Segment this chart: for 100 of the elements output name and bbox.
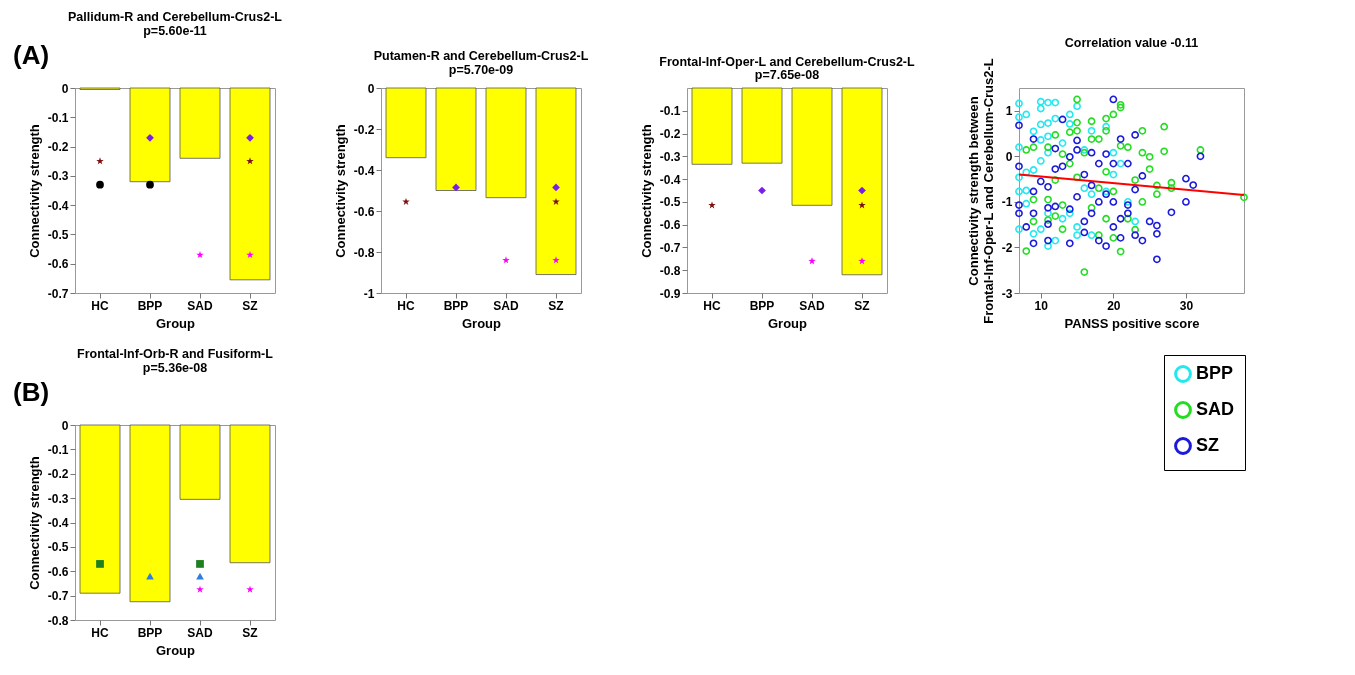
point bbox=[1029, 143, 1038, 152]
point bbox=[1044, 216, 1052, 224]
point bbox=[1051, 131, 1060, 139]
point bbox=[1058, 139, 1067, 147]
point bbox=[1102, 167, 1110, 176]
point bbox=[1065, 159, 1074, 168]
point bbox=[1145, 152, 1154, 161]
point bbox=[1073, 223, 1081, 231]
point bbox=[1051, 236, 1060, 245]
x-axis-title: Group bbox=[156, 315, 196, 331]
x-tick-label: SZ bbox=[548, 298, 564, 313]
point bbox=[1044, 148, 1052, 157]
point bbox=[1044, 242, 1052, 250]
y-tick-label: 1 bbox=[1005, 104, 1013, 119]
x-axis-title: Group bbox=[768, 315, 808, 331]
x-tick-label: BPP bbox=[137, 298, 163, 313]
legend-label: SAD bbox=[1196, 399, 1235, 419]
x-tick-label: SZ bbox=[854, 298, 870, 313]
point bbox=[1073, 231, 1081, 240]
y-tick-label: 0 bbox=[367, 81, 375, 96]
y-tick-label: -0.7 bbox=[47, 286, 69, 301]
y-tick-label: -1 bbox=[1001, 195, 1013, 210]
point bbox=[1015, 225, 1023, 234]
point bbox=[1109, 110, 1118, 119]
y-tick-label: -0.7 bbox=[47, 589, 69, 604]
point bbox=[1087, 117, 1096, 126]
chart-subtitle: p=5.36e-08 bbox=[142, 360, 208, 375]
point bbox=[1073, 126, 1081, 135]
y-tick-label: -0.5 bbox=[47, 540, 69, 555]
x-tick-label: 20 bbox=[1107, 298, 1121, 313]
point bbox=[1109, 148, 1118, 157]
point bbox=[1036, 157, 1045, 165]
point bbox=[1029, 217, 1038, 226]
y-tick-label: -0.6 bbox=[659, 218, 681, 233]
point bbox=[1029, 229, 1038, 238]
x-tick-label: SAD bbox=[799, 298, 825, 313]
point bbox=[1116, 103, 1125, 112]
point bbox=[1116, 100, 1125, 109]
point bbox=[1196, 146, 1205, 154]
point bbox=[1065, 110, 1074, 119]
y-tick-label: -0.2 bbox=[47, 467, 69, 482]
point bbox=[1073, 102, 1081, 111]
point bbox=[1015, 113, 1023, 122]
x-tick-label: BPP bbox=[137, 625, 163, 640]
point bbox=[1044, 132, 1052, 141]
point bbox=[1036, 225, 1045, 234]
point bbox=[1131, 176, 1140, 184]
point bbox=[1167, 184, 1176, 193]
point bbox=[1058, 201, 1067, 209]
point bbox=[1138, 148, 1147, 157]
y-tick-label: -0.8 bbox=[659, 263, 681, 278]
point bbox=[1138, 126, 1147, 135]
y-tick-label: -0.9 bbox=[659, 286, 681, 301]
point bbox=[1116, 159, 1125, 168]
legend-label: SZ bbox=[1196, 435, 1220, 455]
chart-subtitle: p=7.65e-08 bbox=[754, 68, 820, 83]
x-tick-label: SZ bbox=[242, 625, 258, 640]
point bbox=[1015, 143, 1023, 152]
point bbox=[1087, 126, 1096, 135]
chart-subtitle: p=5.70e-09 bbox=[448, 62, 514, 77]
point bbox=[1036, 120, 1045, 129]
y-tick-label: -0.3 bbox=[659, 149, 681, 164]
x-tick-label: HC bbox=[703, 298, 721, 313]
point bbox=[1109, 187, 1118, 196]
point bbox=[1145, 165, 1154, 173]
point bbox=[1102, 122, 1110, 131]
point bbox=[1022, 186, 1031, 195]
point bbox=[1087, 203, 1096, 212]
point bbox=[1036, 136, 1045, 144]
y-tick-label: -0.1 bbox=[47, 110, 69, 125]
y-tick-label: -0.2 bbox=[47, 140, 69, 155]
point bbox=[1073, 173, 1081, 182]
x-tick-label: HC bbox=[91, 298, 109, 313]
point bbox=[1029, 166, 1038, 174]
point bbox=[1116, 247, 1125, 256]
point bbox=[1044, 209, 1052, 218]
point bbox=[1036, 104, 1045, 113]
point bbox=[1022, 168, 1031, 177]
point bbox=[1094, 184, 1103, 193]
y-tick-label: -0.2 bbox=[353, 122, 375, 137]
x-tick-label: HC bbox=[91, 625, 109, 640]
point bbox=[1087, 231, 1096, 240]
chart-subtitle: p=5.60e-11 bbox=[143, 23, 207, 38]
y-tick-label: 0 bbox=[61, 418, 69, 433]
point bbox=[1022, 247, 1031, 255]
chart-title: Putamen-R and Cerebellum-Crus2-L bbox=[373, 49, 589, 63]
point bbox=[1065, 209, 1074, 218]
point bbox=[1123, 214, 1132, 223]
y-tick-label: -0.6 bbox=[47, 564, 69, 579]
point bbox=[1015, 173, 1023, 182]
point bbox=[1029, 127, 1038, 136]
y-axis-title: Connectivity strength bbox=[26, 124, 42, 258]
point bbox=[1167, 178, 1176, 187]
y-tick-label: -0.1 bbox=[47, 442, 69, 457]
y-tick-label: -0.4 bbox=[353, 163, 375, 178]
point bbox=[1131, 217, 1140, 226]
x-tick-label: SAD bbox=[493, 298, 519, 313]
text: (A) bbox=[13, 40, 50, 70]
y-tick-label: -0.5 bbox=[47, 227, 69, 242]
point bbox=[1094, 231, 1103, 240]
